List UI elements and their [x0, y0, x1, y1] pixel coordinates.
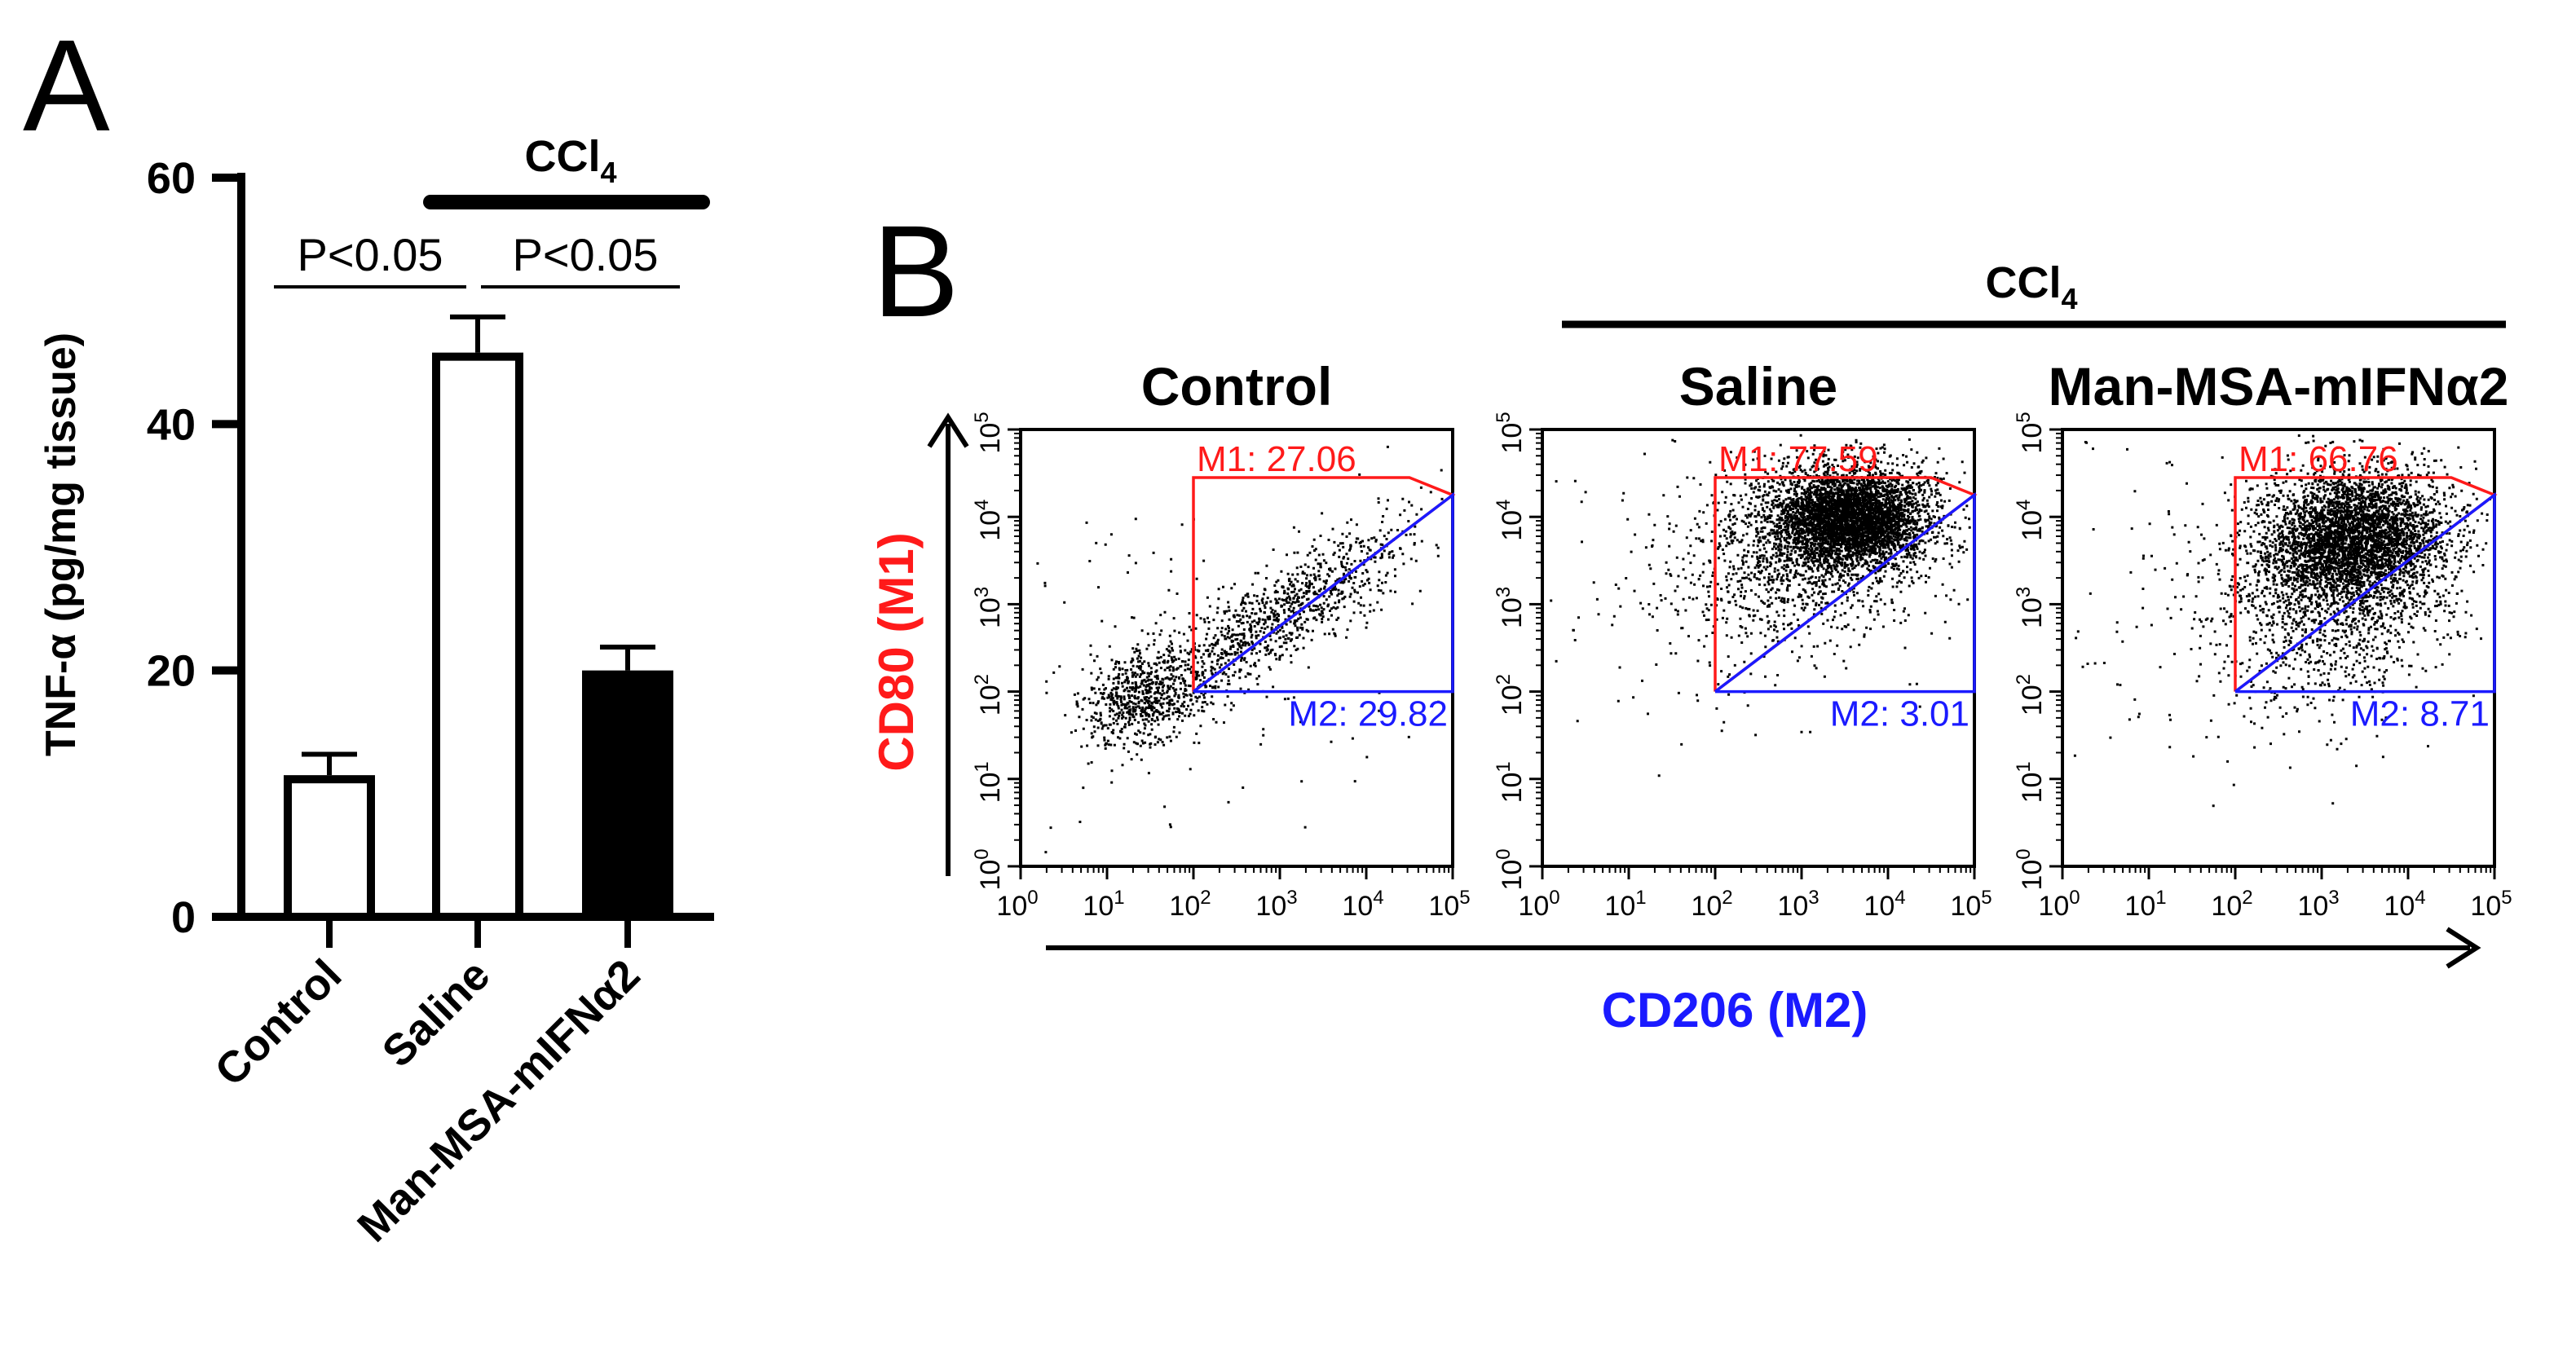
- m2-gate: [1714, 491, 1976, 694]
- y-tick-label: 20: [147, 647, 196, 696]
- x-tick-label: 101: [1083, 887, 1124, 922]
- x-tick-label: 104: [1342, 887, 1383, 922]
- y-tick-label: 103: [1493, 587, 1528, 628]
- category-label: Man-MSA-mIFNα2: [348, 950, 649, 1251]
- y-tick-label: 100: [2013, 848, 2048, 890]
- flow-cytometry-b: CCl4 CD80 (M1) CD206 (M2) Control M1: 27.…: [869, 258, 2512, 1037]
- m2-gate: [2234, 491, 2496, 694]
- m1-label: M1: 66.76: [2239, 439, 2398, 479]
- y-tick-label: 40: [147, 400, 196, 449]
- x-tick-label: 102: [1169, 887, 1211, 922]
- x-tick-label: 104: [1864, 887, 1905, 922]
- y-tick-label: 101: [971, 761, 1006, 803]
- y-tick-label: 101: [1493, 761, 1528, 803]
- x-axis-arrowhead: [2446, 927, 2481, 969]
- y-tick-label: 101: [2013, 761, 2048, 803]
- category-label: Saline: [373, 950, 500, 1077]
- scatter-events: [2073, 434, 2491, 808]
- x-tick-label: 102: [1691, 887, 1732, 922]
- x-tick-label: 101: [1604, 887, 1646, 922]
- y-tick-label: 104: [971, 500, 1006, 541]
- x-tick-label: 104: [2384, 887, 2425, 922]
- y-tick-label: 60: [147, 154, 196, 203]
- pvalue-text-1: P<0.05: [297, 229, 443, 280]
- bar-control: [284, 775, 375, 921]
- y-tick-label: 102: [1493, 674, 1528, 716]
- plot-frame: [2061, 428, 2496, 868]
- event-dots: [2073, 434, 2491, 808]
- y-tick-label: 0: [171, 893, 196, 942]
- y-axis-arrowhead: [927, 412, 969, 448]
- m2-label: M2: 8.71: [2350, 694, 2490, 734]
- bar-saline: [432, 352, 523, 921]
- bar-chart-a: 0 20 40 60 TNF-α (pg/mg tissue) Control Sali…: [37, 132, 714, 1251]
- category-label: Control: [205, 950, 351, 1095]
- y-tick-label: 102: [971, 674, 1006, 716]
- panel-b-letter: B: [872, 198, 959, 344]
- x-tick-label: 105: [1428, 887, 1470, 922]
- x-tick-label: 102: [2211, 887, 2252, 922]
- y-tick-label: 102: [2013, 674, 2048, 716]
- y-tick-label: 105: [971, 412, 1006, 453]
- x-tick-label: 103: [1777, 887, 1819, 922]
- x-tick-label: 105: [1950, 887, 1992, 922]
- panel-a-letter: A: [23, 12, 110, 158]
- m1-gate: [1192, 476, 1456, 693]
- m2-label: M2: 3.01: [1830, 694, 1969, 734]
- x-tick-label: 103: [1255, 887, 1297, 922]
- x-axis-label-b: CD206 (M2): [1602, 983, 1868, 1037]
- x-tick-label: 103: [2297, 887, 2339, 922]
- event-dots: [1036, 445, 1444, 854]
- event-dots: [1550, 434, 1971, 777]
- pvalue-text-2: P<0.05: [512, 229, 658, 280]
- x-tick-label: 100: [2038, 887, 2080, 922]
- y-tick-label: 103: [2013, 587, 2048, 628]
- y-tick-label: 105: [2013, 412, 2048, 453]
- ccl4-label-a: CCl4: [524, 132, 616, 189]
- m2-label: M2: 29.82: [1288, 694, 1448, 734]
- x-tick-label: 105: [2470, 887, 2512, 922]
- y-tick-label: 100: [1493, 848, 1528, 890]
- y-tick-label: 104: [2013, 500, 2048, 541]
- y-tick-label: 105: [1493, 412, 1528, 453]
- plot-frame: [1019, 428, 1454, 868]
- y-tick-label: 100: [971, 848, 1006, 890]
- y-tick-label: 104: [1493, 500, 1528, 541]
- ccl4-label-b: CCl4: [1985, 258, 2077, 315]
- plot-title: Control: [1141, 356, 1333, 416]
- x-tick-label: 101: [2124, 887, 2166, 922]
- plot-title: Saline: [1679, 356, 1837, 416]
- m2-gate: [1192, 491, 1454, 694]
- scatter-events: [1036, 445, 1444, 854]
- plot-frame: [1541, 428, 1976, 868]
- y-axis-label-b: CD80 (M1): [869, 532, 924, 771]
- scatter-events: [1550, 434, 1971, 777]
- m1-label: M1: 77.59: [1718, 439, 1878, 479]
- x-tick-label: 100: [996, 887, 1038, 922]
- y-axis-label: TNF-α (pg/mg tissue): [37, 333, 85, 756]
- bar-man-msa-mifn-2: [582, 670, 673, 922]
- y-tick-label: 103: [971, 587, 1006, 628]
- x-tick-label: 100: [1518, 887, 1559, 922]
- m1-label: M1: 27.06: [1197, 439, 1356, 479]
- plot-title: Man-MSA-mIFNα2: [2049, 356, 2509, 416]
